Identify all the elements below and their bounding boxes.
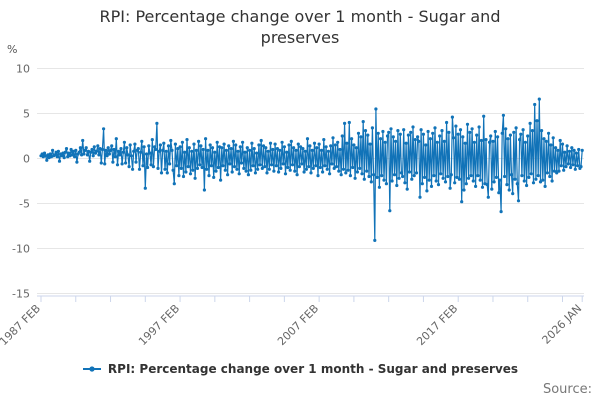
y-tick-label: 5 <box>23 108 30 121</box>
x-tick-label: 2026 JAN <box>540 302 585 347</box>
y-tick-label: 10 <box>16 63 30 76</box>
x-tick-label: 1997 FEB <box>136 302 182 348</box>
y-axis-labels: 10 5 0 -5 -10 -15 <box>12 63 30 301</box>
legend-series-marker-icon <box>82 366 101 372</box>
source-label: Source: <box>542 382 592 397</box>
legend: RPI: Percentage change over 1 month - Su… <box>0 362 600 376</box>
chart-title: RPI: Percentage change over 1 month - Su… <box>99 7 501 47</box>
legend-item-rpi-series[interactable]: RPI: Percentage change over 1 month - Su… <box>82 362 518 376</box>
series-sugar-preserves[interactable] <box>39 97 584 243</box>
y-tick-label: 0 <box>23 153 30 166</box>
legend-label: RPI: Percentage change over 1 month - Su… <box>107 362 519 376</box>
x-axis <box>37 295 584 302</box>
x-tick-label: 1987 FEB <box>0 302 43 348</box>
y-axis-unit-label: % <box>7 43 18 56</box>
x-tick-label: 2007 FEB <box>275 302 321 348</box>
x-tick-label: 2017 FEB <box>414 302 460 348</box>
series-line <box>40 98 583 241</box>
x-axis-labels: 1987 FEB 1997 FEB 2007 FEB 2017 FEB 2026 JAN <box>0 302 584 348</box>
y-tick-label: -5 <box>19 198 30 211</box>
y-tick-label: -15 <box>12 288 30 301</box>
y-tick-label: -10 <box>12 243 30 256</box>
